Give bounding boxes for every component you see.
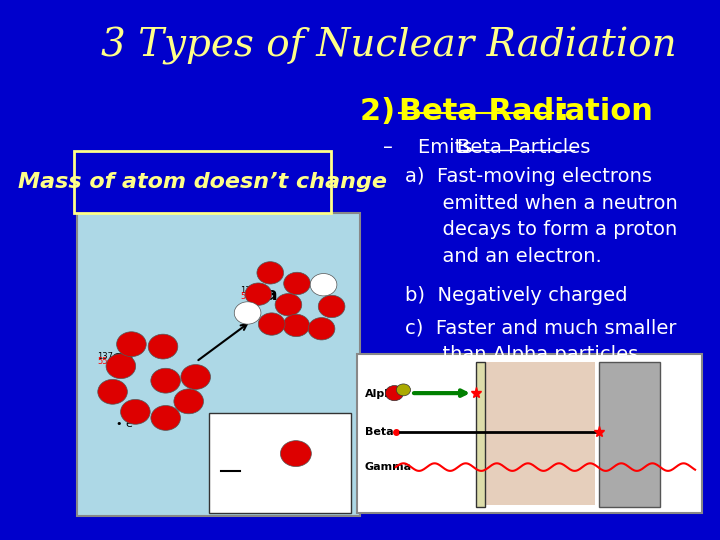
FancyBboxPatch shape <box>209 413 351 513</box>
Text: Beta: Beta <box>365 427 393 437</box>
Text: Alpha: Alpha <box>365 389 400 399</box>
Circle shape <box>257 262 284 284</box>
Text: Mass of atom doesn’t change: Mass of atom doesn’t change <box>18 172 387 192</box>
Text: e⁻: e⁻ <box>315 474 328 483</box>
Text: Beta⁻ particle
(Electron): Beta⁻ particle (Electron) <box>217 480 265 494</box>
Text: • e⁻: • e⁻ <box>116 419 138 429</box>
Text: p⁺: p⁺ <box>313 446 328 459</box>
Text: 137: 137 <box>240 286 256 295</box>
Text: 55: 55 <box>98 357 108 367</box>
Text: 55: 55 <box>240 292 251 301</box>
Text: Concrete: Concrete <box>610 496 648 505</box>
Circle shape <box>106 354 135 379</box>
Circle shape <box>181 364 210 389</box>
Text: 3 Types of Nuclear Radiation: 3 Types of Nuclear Radiation <box>102 27 677 65</box>
Circle shape <box>281 441 311 467</box>
Circle shape <box>245 283 271 305</box>
Circle shape <box>284 272 310 295</box>
FancyBboxPatch shape <box>73 151 331 213</box>
Circle shape <box>275 294 302 316</box>
Circle shape <box>120 400 150 424</box>
FancyBboxPatch shape <box>476 362 485 507</box>
Circle shape <box>150 368 181 393</box>
Circle shape <box>117 332 146 356</box>
Text: :: : <box>557 97 569 126</box>
Circle shape <box>396 384 410 396</box>
Text: b)  Negatively charged: b) Negatively charged <box>405 286 628 305</box>
Circle shape <box>258 313 285 335</box>
Circle shape <box>148 334 178 359</box>
Text: 2): 2) <box>360 97 417 126</box>
Text: Beta Particles: Beta Particles <box>457 138 590 157</box>
Text: n: n <box>244 463 251 476</box>
Circle shape <box>174 389 204 414</box>
Text: 137: 137 <box>98 352 114 361</box>
Text: Beta Radiation: Beta Radiation <box>399 97 653 126</box>
Circle shape <box>234 302 261 324</box>
FancyBboxPatch shape <box>77 213 360 516</box>
FancyBboxPatch shape <box>357 354 701 513</box>
Text: c)  Faster and much smaller
      than Alpha particles.: c) Faster and much smaller than Alpha pa… <box>405 319 677 364</box>
Circle shape <box>318 295 345 318</box>
Text: a)  Fast-moving electrons
      emitted when a neutron
      decays to form a pr: a) Fast-moving electrons emitted when a … <box>405 167 678 266</box>
Text: Cs: Cs <box>110 352 135 370</box>
Circle shape <box>98 380 127 404</box>
Text: Paper: Paper <box>476 482 485 506</box>
Text: Emits: Emits <box>418 138 479 157</box>
Text: Ba: Ba <box>253 286 279 304</box>
FancyBboxPatch shape <box>598 362 660 507</box>
Circle shape <box>151 406 181 430</box>
Text: Gamma: Gamma <box>365 462 412 472</box>
Circle shape <box>308 318 335 340</box>
Text: –: – <box>383 138 392 157</box>
Circle shape <box>283 314 310 336</box>
Circle shape <box>385 386 403 401</box>
FancyBboxPatch shape <box>486 362 595 505</box>
Circle shape <box>310 274 337 296</box>
